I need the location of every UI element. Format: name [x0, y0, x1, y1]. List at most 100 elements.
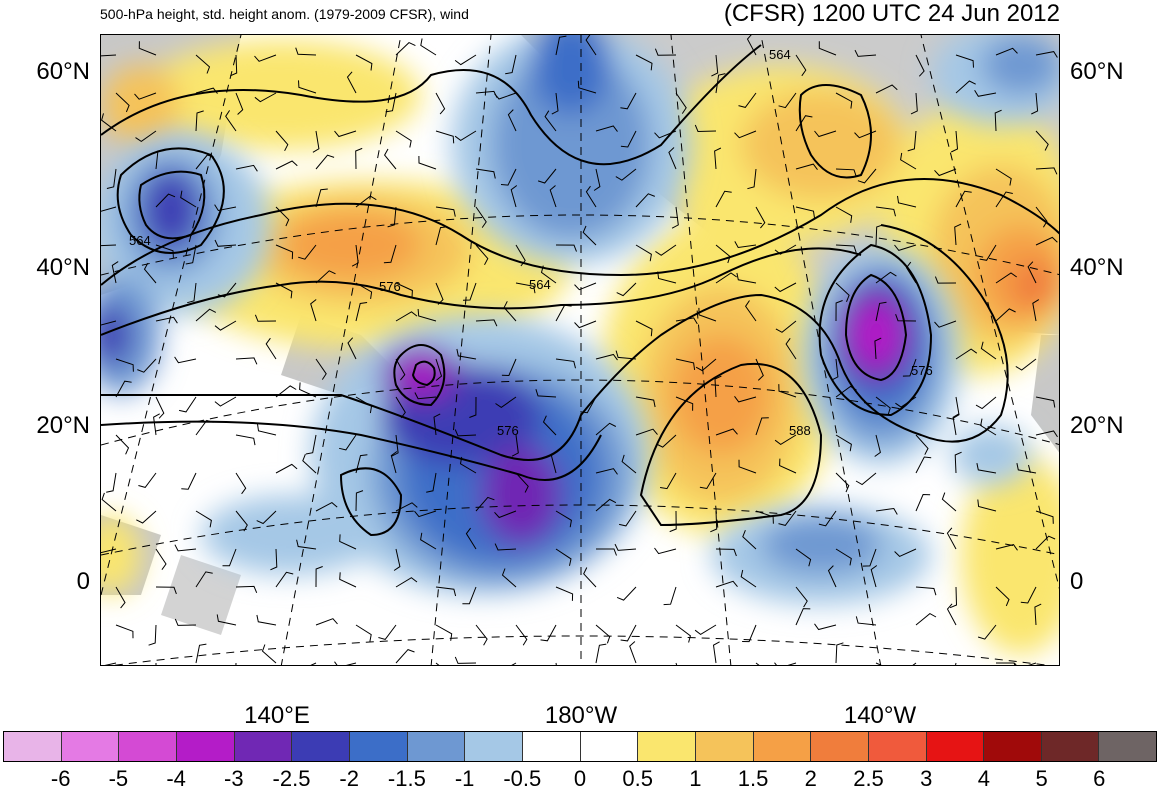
- wind-barb: [1035, 430, 1058, 438]
- wind-barb: [952, 396, 960, 419]
- wind-barb: [235, 92, 244, 115]
- contour-label: 576: [497, 423, 519, 438]
- wind-barb: [995, 272, 1017, 284]
- colorbar-label: 1.5: [737, 766, 769, 791]
- wind-barb: [616, 282, 637, 297]
- wind-barb: [827, 565, 837, 588]
- wind-barb: [915, 434, 929, 455]
- wind-barb: [235, 472, 247, 495]
- wind-barb: [934, 320, 957, 328]
- wind-barb: [635, 428, 658, 436]
- colorbar-label: -2: [339, 766, 359, 791]
- wind-barb: [595, 498, 617, 512]
- wind-barb: [795, 548, 812, 567]
- colorbar-box: [1099, 732, 1157, 761]
- wind-barb: [143, 262, 157, 284]
- wind-barb: [555, 662, 557, 665]
- wind-barb: [101, 492, 117, 512]
- wind-barb: [980, 418, 997, 436]
- wind-barb: [675, 92, 687, 114]
- wind-barb: [235, 357, 258, 365]
- wind-barb: [744, 300, 757, 322]
- wind-barb: [675, 317, 698, 325]
- colorbar-label: 1: [689, 766, 702, 791]
- wind-barb: [275, 385, 297, 398]
- wind-barb: [115, 92, 130, 113]
- wind-barb: [383, 148, 397, 170]
- wind-barb: [155, 244, 174, 258]
- wind-barb: [710, 510, 718, 533]
- colorbar-box: [695, 732, 754, 761]
- colorbar-label: 6: [1093, 766, 1106, 791]
- wind-barb: [595, 643, 607, 664]
- wind-barb: [275, 160, 298, 170]
- wind-barb: [695, 358, 717, 372]
- wind-barb: [555, 244, 577, 252]
- wind-barb: [174, 356, 197, 364]
- wind-barb: [315, 188, 328, 208]
- wind-barb: [195, 643, 207, 664]
- wind-barb: [257, 423, 277, 436]
- lat-label-40n-left: 40°N: [36, 254, 90, 281]
- wind-barb: [620, 130, 637, 148]
- wind-barb: [355, 396, 373, 414]
- wind-barb: [339, 572, 357, 588]
- wind-barb: [395, 577, 418, 588]
- wind-barb: [862, 548, 877, 567]
- wind-barb: [675, 396, 694, 411]
- wind-barb: [912, 662, 917, 665]
- wind-barb: [736, 272, 757, 284]
- wind-barb: [230, 54, 238, 77]
- wind-barb: [835, 472, 850, 493]
- wind-barb: [115, 358, 134, 372]
- wind-barb: [275, 244, 294, 260]
- wind-barb: [979, 244, 997, 261]
- wind-barb: [779, 458, 797, 474]
- wind-barb: [395, 649, 415, 664]
- wind-barb: [310, 662, 317, 665]
- wind-barb: [614, 543, 637, 551]
- wind-barb: [155, 662, 157, 665]
- wind-barb: [595, 125, 618, 132]
- wind-barb: [549, 185, 557, 208]
- wind-barb: [894, 244, 917, 251]
- wind-barb: [475, 496, 495, 512]
- wind-barb: [874, 337, 882, 360]
- wind-barb: [435, 358, 443, 381]
- wind-barb: [535, 389, 557, 398]
- wind-barb: [615, 168, 637, 181]
- wind-barb: [137, 358, 157, 373]
- wind-barb: [835, 206, 853, 223]
- wind-barb: [734, 130, 757, 139]
- wind-barb: [153, 413, 160, 436]
- wind-barb: [222, 548, 237, 567]
- wind-barb: [835, 642, 844, 664]
- wind-barb: [711, 54, 719, 77]
- wind-barb: [270, 548, 278, 571]
- wind-barb: [596, 548, 617, 556]
- wind-barb: [104, 662, 117, 665]
- wind-barb: [582, 225, 597, 246]
- wind-barb: [111, 261, 119, 284]
- contour-label: 576: [379, 279, 401, 294]
- wind-barb: [225, 110, 237, 132]
- wind-barb: [616, 586, 637, 601]
- wind-barb: [980, 341, 997, 360]
- wind-barb: [635, 54, 653, 71]
- wind-barb: [1035, 51, 1058, 58]
- wind-barb: [747, 168, 757, 190]
- colorbar-box: [176, 732, 235, 761]
- wind-barb: [657, 271, 677, 284]
- wind-barb: [996, 662, 1016, 665]
- wind-barb: [138, 472, 157, 488]
- wind-barb: [715, 580, 738, 588]
- wind-barb: [395, 311, 418, 322]
- wind-barb: [755, 662, 760, 665]
- wind-barb: [135, 130, 157, 143]
- wind-barb: [995, 47, 1018, 56]
- colorbar-box: [638, 732, 696, 761]
- lat-label-60n-right: 60°N: [1070, 58, 1124, 85]
- wind-barb: [875, 224, 884, 246]
- wind-barb: [915, 586, 937, 596]
- map-title: (CFSR) 1200 UTC 24 Jun 2012: [723, 0, 1060, 27]
